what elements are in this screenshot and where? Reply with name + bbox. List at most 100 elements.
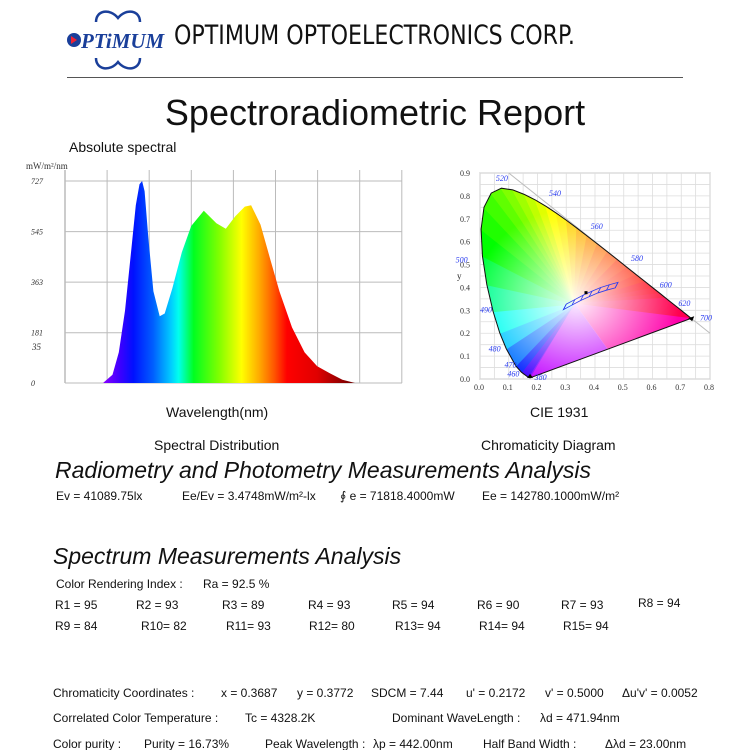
spectrum-area <box>103 181 355 383</box>
x-tick-label: 0.8 <box>704 383 714 392</box>
u-prime-value: u' = 0.2172 <box>466 686 526 700</box>
radiometry-heading: Radiometry and Photometry Measurements A… <box>55 457 592 483</box>
spectral-caption: Spectral Distribution <box>154 437 280 453</box>
y-tick-label: 181 <box>31 329 43 338</box>
band-divider <box>606 284 610 291</box>
y-tick-label: 0.3 <box>460 306 470 315</box>
r2-value: R2 = 93 <box>136 598 179 612</box>
y-tick-label: 363 <box>30 278 43 287</box>
band-divider <box>597 287 602 294</box>
ra-value: Ra = 92.5 % <box>203 577 270 591</box>
locus-wavelength-label: 380 <box>534 373 547 382</box>
locus-wavelength-label: 620 <box>678 299 690 308</box>
peak-wavelength-value: λp = 442.00nm <box>373 737 453 750</box>
y-tick-label: 0.7 <box>460 215 470 224</box>
x-tick-label: 0.0 <box>474 383 484 392</box>
dominant-wavelength-value: λd = 471.94nm <box>540 711 620 725</box>
r9-value: R9 = 84 <box>55 619 98 633</box>
locus-wavelength-label: 560 <box>591 222 603 231</box>
x-tick-label: 0.1 <box>503 383 513 392</box>
logo-text: PTiMUM <box>80 29 166 53</box>
cie-caption-title: CIE 1931 <box>530 404 589 420</box>
y-axis-label: y <box>457 271 462 281</box>
r3-value: R3 = 89 <box>222 598 265 612</box>
r11-value: R11= 93 <box>226 619 271 633</box>
cie-caption: Chromaticity Diagram <box>481 437 616 453</box>
y-coordinate: y = 0.3772 <box>297 686 354 700</box>
r7-value: R7 = 93 <box>561 598 604 612</box>
locus-start-marker <box>527 373 534 378</box>
y-tick-label: 727 <box>31 177 44 186</box>
cct-label: Correlated Color Temperature : <box>53 711 219 725</box>
ee-ev-value: Ee/Ev = 3.4748mW/m²-lx <box>182 489 316 503</box>
locus-wavelength-label: 700 <box>700 314 712 323</box>
y-tick-label: 0.9 <box>460 169 470 178</box>
measured-chromaticity-point <box>584 291 588 295</box>
spectral-distribution-chart: 0 35 181 363 545 727 mW/m²/nm <box>26 161 403 388</box>
cct-value: Tc = 4328.2K <box>245 711 316 725</box>
spectral-chart-title: Absolute spectral <box>69 139 177 155</box>
spectral-locus <box>480 187 693 379</box>
band-divider <box>571 299 576 306</box>
r1-value: R1 = 95 <box>55 598 98 612</box>
r14-value: R14= 94 <box>479 619 525 633</box>
report-title: Spectroradiometric Report <box>164 92 586 133</box>
locus-wavelength-label: 520 <box>496 174 508 183</box>
locus-wavelength-label: 580 <box>631 254 643 263</box>
spectral-x-axis-label: Wavelength(nm) <box>166 404 269 420</box>
x-axis-label: x <box>593 392 598 395</box>
locus-wavelength-label: 500 <box>456 255 468 264</box>
y-tick-label: 0.6 <box>460 238 470 247</box>
dominant-wavelength-label: Dominant WaveLength : <box>392 711 521 725</box>
delta-uv-value: Δu'v' = 0.0052 <box>622 686 698 700</box>
optimum-logo: PTiMUM <box>67 10 166 70</box>
r5-value: R5 = 94 <box>392 598 435 612</box>
chromaticity-label: Chromaticity Coordinates : <box>53 686 195 700</box>
ee-value: Ee = 142780.1000mW/m² <box>482 489 620 503</box>
y-tick-label: 0.0 <box>460 375 470 384</box>
r8-value: R8 = 94 <box>638 596 681 610</box>
locus-wavelength-label: 540 <box>549 189 561 198</box>
x-coordinate: x = 0.3687 <box>221 686 278 700</box>
x-tick-label: 0.6 <box>647 383 657 392</box>
logo-orbit-top <box>94 10 142 23</box>
company-name: OPTIMUM OPTOELECTRONICS CORP. <box>174 20 575 51</box>
x-tick-label: 0.4 <box>589 383 599 392</box>
r10-value: R10= 82 <box>141 619 187 633</box>
x-tick-label: 0.3 <box>560 383 570 392</box>
locus-end-marker <box>688 316 695 322</box>
locus-wavelength-label: 600 <box>660 280 672 289</box>
r6-value: R6 = 90 <box>477 598 520 612</box>
y-tick-label: 0.4 <box>460 283 470 292</box>
spectrum-heading: Spectrum Measurements Analysis <box>53 543 402 569</box>
locus-wavelength-label: 460 <box>507 370 519 379</box>
logo-orbit-bottom <box>94 57 142 70</box>
peak-wavelength-label: Peak Wavelength : <box>265 737 366 750</box>
locus-wavelength-label: 490 <box>480 306 492 315</box>
locus-wavelength-label: 480 <box>489 345 501 354</box>
locus-wavelength-label: 470 <box>504 361 516 370</box>
sdcm-value: SDCM = 7.44 <box>371 686 444 700</box>
y-tick-label: 0.8 <box>460 192 470 201</box>
ev-value: Ev = 41089.75lx <box>56 489 143 503</box>
band-divider <box>614 282 619 289</box>
header-divider <box>67 77 683 78</box>
x-tick-label: 0.5 <box>618 383 628 392</box>
purity-label: Color purity : <box>53 737 122 750</box>
y-tick-label: 35 <box>31 342 42 352</box>
cie-1931-chart: 0.0 0.1 0.2 0.3 0.4 0.5 0.6 0.7 0.8 0.0 0.1 0.2 0.3 0… <box>456 169 714 395</box>
purity-value: Purity = 16.73% <box>144 737 230 750</box>
y-axis-unit-label: mW/m²/nm <box>26 161 68 171</box>
half-band-width-value: Δλd = 23.00nm <box>605 737 687 750</box>
r4-value: R4 = 93 <box>308 598 351 612</box>
half-band-width-label: Half Band Width : <box>483 737 577 750</box>
band-divider <box>563 303 567 310</box>
r13-value: R13= 94 <box>395 619 441 633</box>
r15-value: R15= 94 <box>563 619 609 633</box>
phi-e-value: ∮ e = 71818.4000mW <box>340 489 455 503</box>
y-tick-label: 0.1 <box>460 352 470 361</box>
x-tick-label: 0.2 <box>532 383 542 392</box>
y-tick-label: 0.2 <box>460 329 470 338</box>
band-divider <box>588 290 593 297</box>
logo-prism-icon <box>71 36 77 44</box>
